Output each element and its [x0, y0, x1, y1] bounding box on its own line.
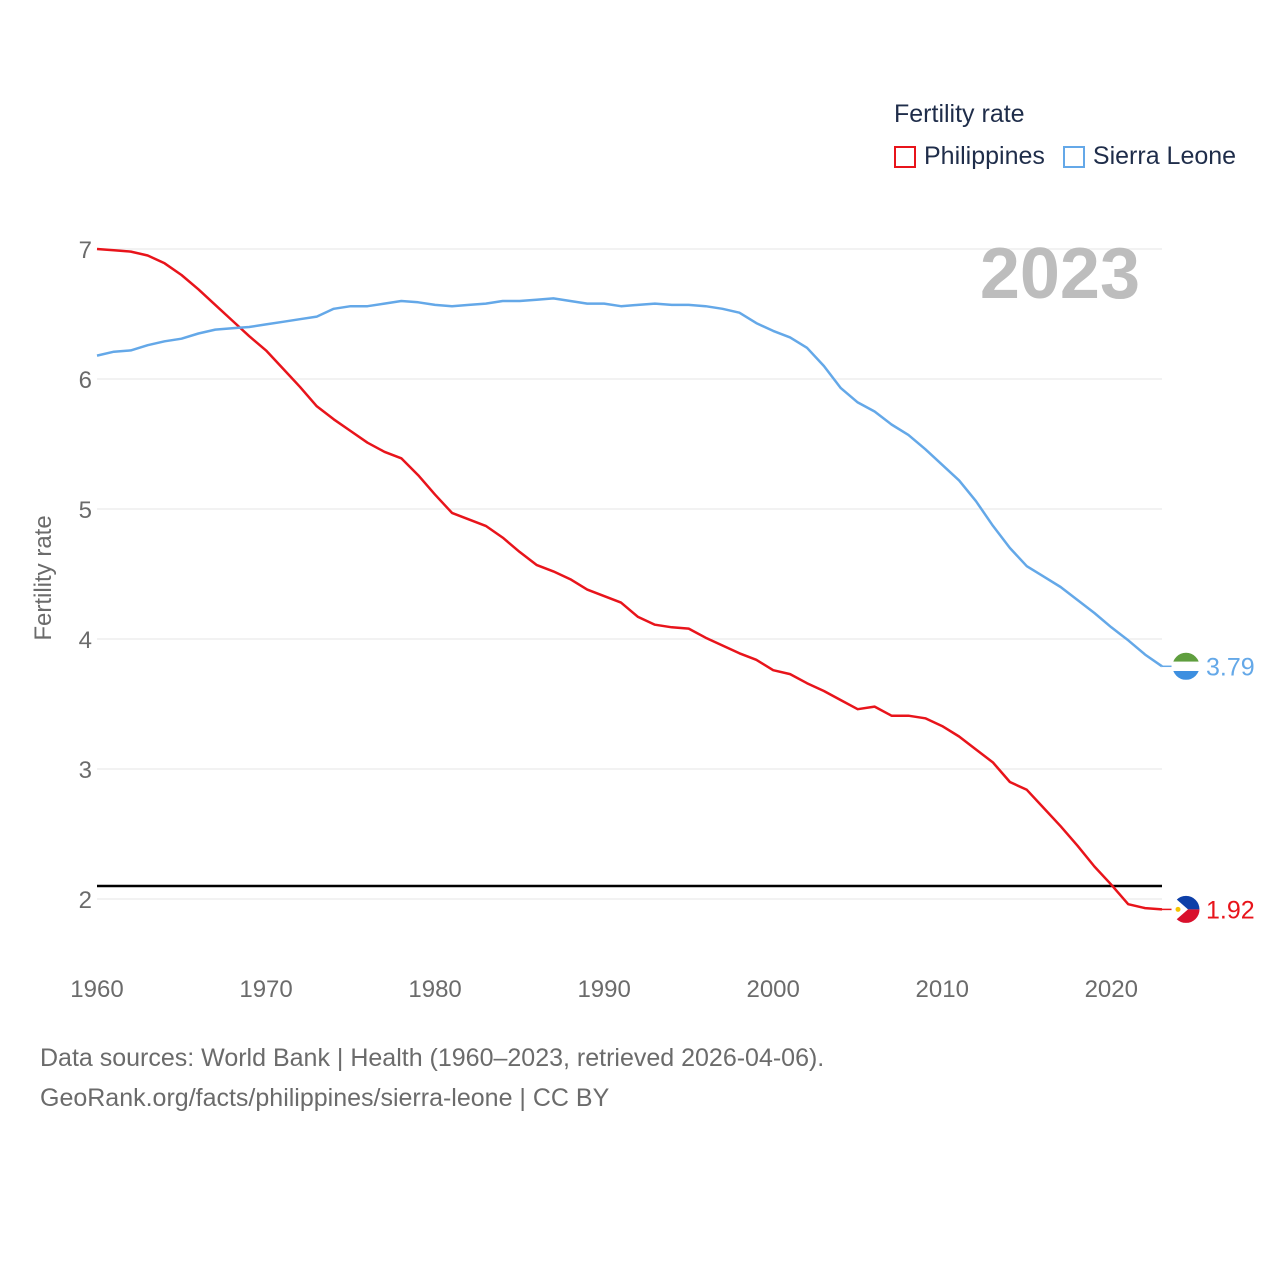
- series-line-sierra-leone: [96, 297, 1163, 668]
- legend-swatch-philippines: [894, 145, 916, 168]
- year-label: 2023: [980, 234, 1140, 314]
- y-tick-label: 6: [79, 367, 92, 394]
- legend-swatch-sierra-leone: [1062, 145, 1085, 168]
- end-markers: 1.92 3.79: [1162, 651, 1255, 924]
- end-value-label-philippines: 1.92: [1206, 896, 1255, 924]
- x-tick-label: 1990: [577, 976, 630, 1003]
- y-tick-label: 4: [79, 627, 92, 654]
- y-tick-labels: 2 3 4 5 6 7: [79, 237, 92, 914]
- legend-title: Fertility rate: [894, 100, 1025, 128]
- y-tick-label: 7: [79, 237, 92, 264]
- footer-sources: Data sources: World Bank | Health (1960–…: [40, 1044, 825, 1072]
- x-tick-label: 2020: [1085, 976, 1138, 1003]
- y-axis-label: Fertility rate: [30, 515, 57, 640]
- grid-lines: [97, 248, 1162, 900]
- legend-item-philippines[interactable]: Philippines: [894, 142, 1045, 171]
- x-tick-labels: 1960 1970 1980 1990 2000 2010 2020: [70, 976, 1138, 1003]
- x-tick-label: 2010: [916, 976, 969, 1003]
- x-tick-label: 1980: [408, 976, 461, 1003]
- legend-label-philippines: Philippines: [924, 142, 1045, 170]
- y-tick-label: 5: [79, 497, 92, 524]
- legend-label-sierra-leone: Sierra Leone: [1092, 142, 1237, 170]
- y-tick-label: 2: [79, 887, 92, 914]
- legend-item-sierra-leone[interactable]: Sierra Leone: [1062, 142, 1237, 171]
- flag-icon-sierra-leone: [1171, 651, 1201, 681]
- series-line-philippines: [96, 247, 1163, 911]
- footer-credit: GeoRank.org/facts/philippines/sierra-leo…: [40, 1084, 610, 1112]
- flag-icon-philippines: [1171, 894, 1201, 924]
- x-tick-label: 2000: [746, 976, 799, 1003]
- series-layer: [96, 247, 1163, 911]
- legend: Philippines Sierra Leone: [894, 142, 1254, 171]
- x-tick-label: 1960: [70, 976, 123, 1003]
- y-tick-label: 3: [79, 757, 92, 784]
- end-value-label-sierra-leone: 3.79: [1206, 653, 1255, 681]
- x-tick-label: 1970: [239, 976, 292, 1003]
